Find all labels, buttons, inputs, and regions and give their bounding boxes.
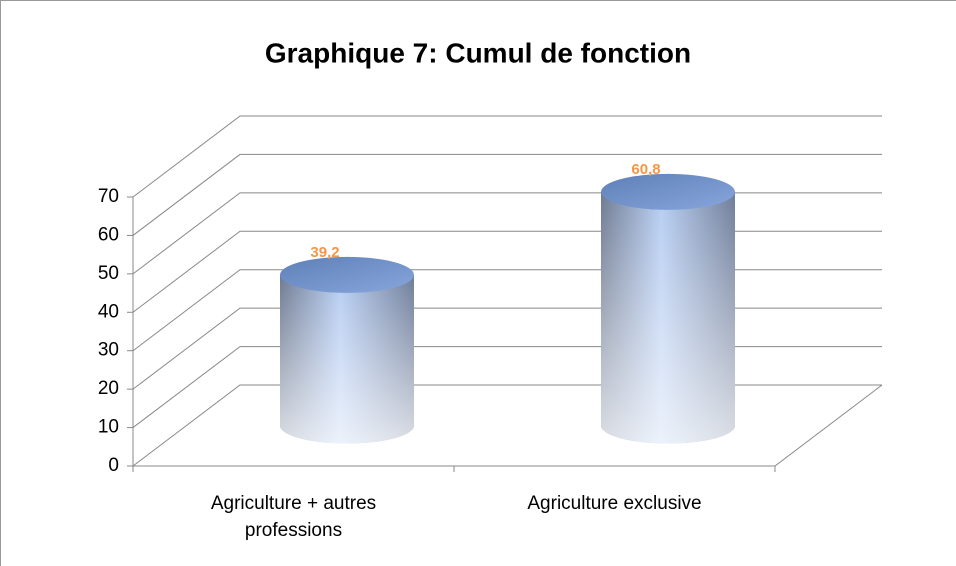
floor (133, 384, 883, 467)
cylinder-top (280, 256, 414, 293)
grid-line (132, 115, 882, 198)
cylinder-shade (601, 191, 735, 444)
y-tick-label: 60 (98, 224, 119, 245)
grid-line (132, 192, 882, 275)
y-tick-label: 40 (98, 301, 119, 322)
grid-line (132, 307, 882, 390)
data-label: 39,2 (310, 244, 339, 261)
data-label: 60,8 (631, 161, 660, 178)
grid-line (132, 230, 882, 313)
cylinder-top (601, 173, 735, 210)
grid-line (132, 269, 882, 352)
grid-line (132, 384, 882, 467)
chart-title: Graphique 7: Cumul de fonction (265, 37, 691, 68)
x-tick-label: Agriculture exclusive (527, 493, 702, 514)
y-tick-label: 20 (98, 378, 119, 399)
cylinder-shade (280, 274, 414, 444)
y-tick-label: 50 (98, 263, 119, 284)
y-tick-label: 10 (98, 417, 119, 438)
grid-line (132, 153, 882, 236)
x-tick-label: Agriculture + autres professions (210, 493, 377, 541)
y-tick-label: 70 (98, 186, 119, 207)
grid-line (132, 346, 882, 428)
y-tick-label: 30 (98, 340, 119, 361)
y-tick-label: 0 (108, 455, 119, 476)
